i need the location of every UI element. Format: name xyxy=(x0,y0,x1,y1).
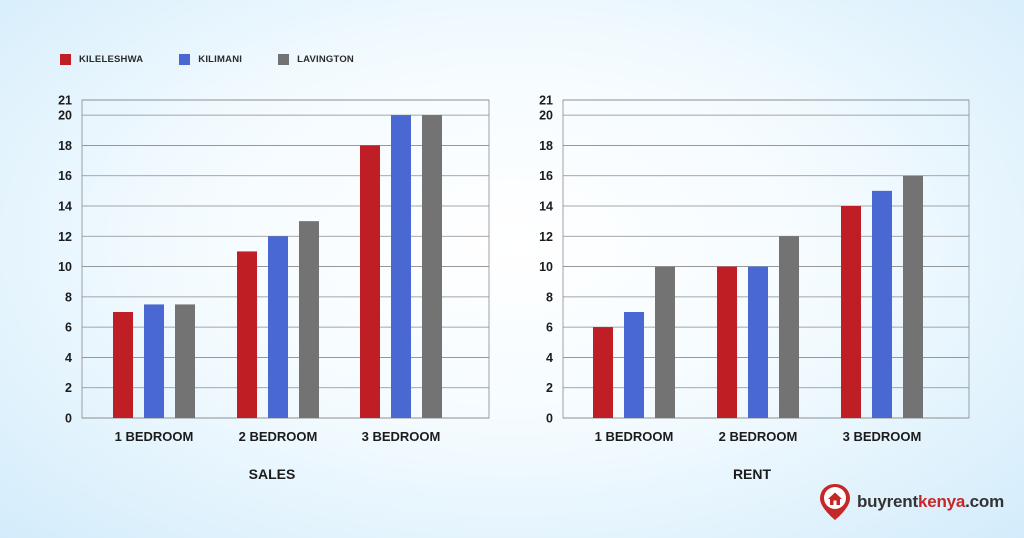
rent-y-tick-label: 2 xyxy=(546,381,553,395)
sales-bar-kilimani xyxy=(268,236,288,418)
sales-y-tick-label: 10 xyxy=(58,260,72,274)
sales-bar-lavington xyxy=(299,221,319,418)
legend-swatch xyxy=(179,53,191,65)
legend-item-kilimani: KILIMANI xyxy=(179,53,243,65)
rent-chart-title: RENT xyxy=(732,466,772,482)
sales-bar-kilimani xyxy=(144,304,164,418)
rent-y-tick-label: 8 xyxy=(546,290,553,304)
sales-y-tick-label: 8 xyxy=(65,290,72,304)
rent-bar-lavington xyxy=(655,266,675,418)
sales-y-tick-label: 18 xyxy=(58,139,72,153)
sales-x-category-label: 3 BEDROOM xyxy=(362,429,441,444)
rent-y-tick-label: 21 xyxy=(539,94,553,108)
rent-y-tick-label: 10 xyxy=(539,260,553,274)
rent-bar-kilimani xyxy=(748,266,768,418)
rent-y-tick-label: 16 xyxy=(539,169,553,183)
legend-item-kileleshwa: KILELESHWA xyxy=(60,53,144,65)
rent-x-category-label: 2 BEDROOM xyxy=(719,429,798,444)
rent-y-tick-label: 14 xyxy=(539,200,553,214)
sales-bar-lavington xyxy=(422,115,442,419)
sales-bar-lavington xyxy=(175,304,195,418)
rent-y-tick-label: 0 xyxy=(546,412,553,426)
rent-bar-kilimani xyxy=(624,312,644,418)
sales-x-category-label: 2 BEDROOM xyxy=(239,429,318,444)
rent-bar-lavington xyxy=(903,175,923,418)
legend-label: KILELESHWA xyxy=(79,53,144,65)
logo-text-part2: kenya xyxy=(917,492,966,511)
sales-y-tick-label: 20 xyxy=(58,109,72,123)
rent-y-tick-label: 4 xyxy=(546,351,553,365)
rent-x-category-label: 1 BEDROOM xyxy=(595,429,674,444)
sales-bar-kilimani xyxy=(391,115,411,419)
rent-y-tick-label: 20 xyxy=(539,109,553,123)
rent-bar-lavington xyxy=(779,236,799,418)
legend-swatch xyxy=(60,53,71,65)
rent-bar-kilimani xyxy=(872,190,892,418)
legend-label: KILIMANI xyxy=(198,53,243,65)
legend-item-lavington: LAVINGTON xyxy=(278,53,354,65)
rent-y-tick-label: 6 xyxy=(546,321,553,335)
sales-y-tick-label: 6 xyxy=(65,321,72,335)
buyrentkenya-logo[interactable]: buyrentkenya.com xyxy=(818,482,1004,522)
sales-x-category-label: 1 BEDROOM xyxy=(115,429,194,444)
house-pin-icon xyxy=(820,484,850,520)
sales-bar-kileleshwa xyxy=(113,312,133,418)
sales-bar-kileleshwa xyxy=(237,251,257,418)
logo-text-part1: buyrent xyxy=(857,492,918,511)
logo-text-part3: .com xyxy=(965,492,1005,511)
rent-bar-kileleshwa xyxy=(841,206,861,418)
rent-y-tick-label: 12 xyxy=(539,230,553,244)
rent-bar-kileleshwa xyxy=(717,266,737,418)
rent-bar-kileleshwa xyxy=(593,327,613,418)
rent-x-category-label: 3 BEDROOM xyxy=(843,429,922,444)
sales-y-tick-label: 21 xyxy=(58,94,72,108)
sales-y-tick-label: 16 xyxy=(58,169,72,183)
sales-y-tick-label: 4 xyxy=(65,351,72,365)
sales-y-tick-label: 14 xyxy=(58,200,72,214)
chart-legend: KILELESHWA KILIMANI LAVINGTON xyxy=(60,50,390,68)
sales-y-tick-label: 12 xyxy=(58,230,72,244)
sales-bar-kileleshwa xyxy=(360,145,380,418)
rent-y-tick-label: 18 xyxy=(539,139,553,153)
sales-chart-title: SALES xyxy=(248,466,296,482)
sales-y-tick-label: 0 xyxy=(65,412,72,426)
sales-y-tick-label: 2 xyxy=(65,381,72,395)
legend-label: LAVINGTON xyxy=(297,53,354,65)
logo-wordmark: buyrentkenya.com xyxy=(857,492,1004,512)
legend-swatch xyxy=(278,53,290,65)
